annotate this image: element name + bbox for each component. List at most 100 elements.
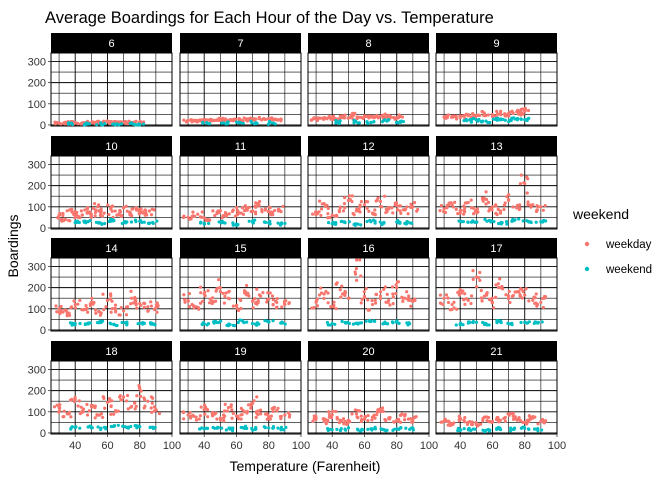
- data-point-weekday: [85, 402, 89, 407]
- data-point-weekday: [503, 415, 507, 420]
- data-point-weekday: [367, 209, 371, 213]
- data-point-weekday: [450, 302, 454, 307]
- data-point-weekday: [394, 291, 398, 296]
- data-point-weekday: [383, 285, 387, 289]
- data-point-weekday: [146, 399, 150, 403]
- data-point-weekday: [366, 308, 371, 312]
- data-point-weekday: [542, 420, 546, 425]
- data-point-weekday: [518, 182, 523, 186]
- data-point-weekday: [128, 213, 132, 217]
- data-point-weekday: [134, 302, 138, 306]
- data-point-weekday: [280, 305, 284, 309]
- data-point-weekday: [93, 416, 97, 420]
- data-point-weekday: [152, 405, 157, 409]
- y-tick-label: 100: [28, 99, 46, 111]
- data-point-weekday: [65, 314, 69, 318]
- data-point-weekday: [337, 210, 342, 214]
- data-point-weekday: [412, 200, 417, 205]
- data-point-weekday: [253, 210, 258, 214]
- facet-strip: [308, 33, 429, 53]
- data-point-weekday: [335, 415, 339, 420]
- data-point-weekday: [498, 211, 503, 215]
- data-point-weekend: [459, 220, 463, 224]
- data-point-weekday: [112, 412, 116, 416]
- legend-label: weekday: [605, 239, 652, 251]
- data-point-weekend: [111, 219, 115, 223]
- facet-plot-area: [50, 155, 173, 230]
- data-point-weekend: [334, 121, 338, 125]
- data-point-weekday: [327, 410, 331, 414]
- facet-strip-label: 10: [105, 141, 117, 153]
- data-point-weekday: [287, 301, 291, 306]
- data-point-weekday: [106, 203, 110, 207]
- data-point-weekday: [365, 206, 369, 210]
- data-point-weekend: [202, 222, 206, 226]
- facet-panel-16: 16: [307, 238, 430, 332]
- data-point-weekday: [229, 117, 233, 122]
- data-point-weekday: [230, 416, 234, 420]
- data-point-weekend: [521, 219, 525, 223]
- data-point-weekday: [274, 299, 278, 303]
- data-point-weekday: [522, 181, 526, 185]
- data-point-weekend: [263, 220, 268, 224]
- data-point-weekday: [456, 212, 460, 216]
- data-point-weekday: [330, 213, 334, 217]
- data-point-weekday: [506, 296, 511, 301]
- facet-strip: [436, 238, 557, 258]
- data-point-weekday: [257, 115, 261, 119]
- legend-key-weekday: [584, 241, 590, 247]
- data-point-weekday: [542, 294, 547, 299]
- y-tick-label: 0: [40, 120, 46, 132]
- data-point-weekday: [541, 208, 545, 212]
- data-point-weekday: [351, 113, 355, 117]
- data-point-weekend: [512, 116, 516, 120]
- data-point-weekday: [513, 290, 517, 294]
- data-point-weekday: [455, 307, 459, 311]
- data-point-weekday: [73, 302, 77, 307]
- data-point-weekend: [104, 427, 108, 431]
- facet-panel-19: 19: [179, 341, 302, 435]
- facet-panel-12: 12: [307, 136, 430, 230]
- data-point-weekday: [506, 198, 510, 202]
- data-point-weekend: [111, 122, 115, 126]
- data-point-weekday: [458, 211, 462, 215]
- data-point-weekday: [469, 301, 473, 306]
- data-point-weekday: [93, 405, 97, 410]
- data-point-weekday: [356, 416, 360, 420]
- y-tick-label: 300: [28, 364, 46, 376]
- data-point-weekday: [84, 307, 88, 312]
- data-point-weekend: [262, 425, 266, 429]
- data-point-weekday: [73, 399, 77, 404]
- data-point-weekday: [520, 296, 524, 300]
- data-point-weekday: [63, 120, 68, 124]
- data-point-weekend: [268, 219, 272, 223]
- data-point-weekend: [208, 122, 212, 126]
- data-point-weekday: [186, 413, 190, 417]
- data-point-weekday: [263, 412, 268, 416]
- data-point-weekend: [267, 426, 271, 430]
- x-tick-label: 80: [263, 440, 275, 452]
- data-point-weekend: [100, 123, 105, 127]
- data-point-weekday: [492, 114, 496, 118]
- data-point-weekday: [271, 118, 276, 122]
- data-point-weekend: [202, 321, 206, 326]
- data-point-weekday: [70, 305, 74, 309]
- data-point-weekend: [508, 322, 512, 326]
- data-point-weekday: [454, 117, 459, 121]
- data-point-weekend: [494, 116, 498, 121]
- data-point-weekday: [268, 206, 272, 210]
- facet-panel-20: 20: [307, 341, 430, 435]
- data-point-weekend: [67, 121, 71, 125]
- data-point-weekday: [182, 214, 186, 218]
- data-point-weekday: [505, 195, 509, 199]
- data-point-weekend: [74, 425, 78, 429]
- facet-strip-label: 6: [108, 38, 114, 50]
- data-point-weekday: [230, 209, 235, 214]
- data-point-weekday: [490, 208, 494, 212]
- data-point-weekend: [213, 426, 217, 430]
- data-point-weekday: [325, 203, 329, 207]
- data-point-weekday: [200, 215, 204, 219]
- facet-plot-area: [307, 155, 430, 230]
- data-point-weekend: [352, 118, 356, 122]
- data-point-weekday: [187, 292, 192, 296]
